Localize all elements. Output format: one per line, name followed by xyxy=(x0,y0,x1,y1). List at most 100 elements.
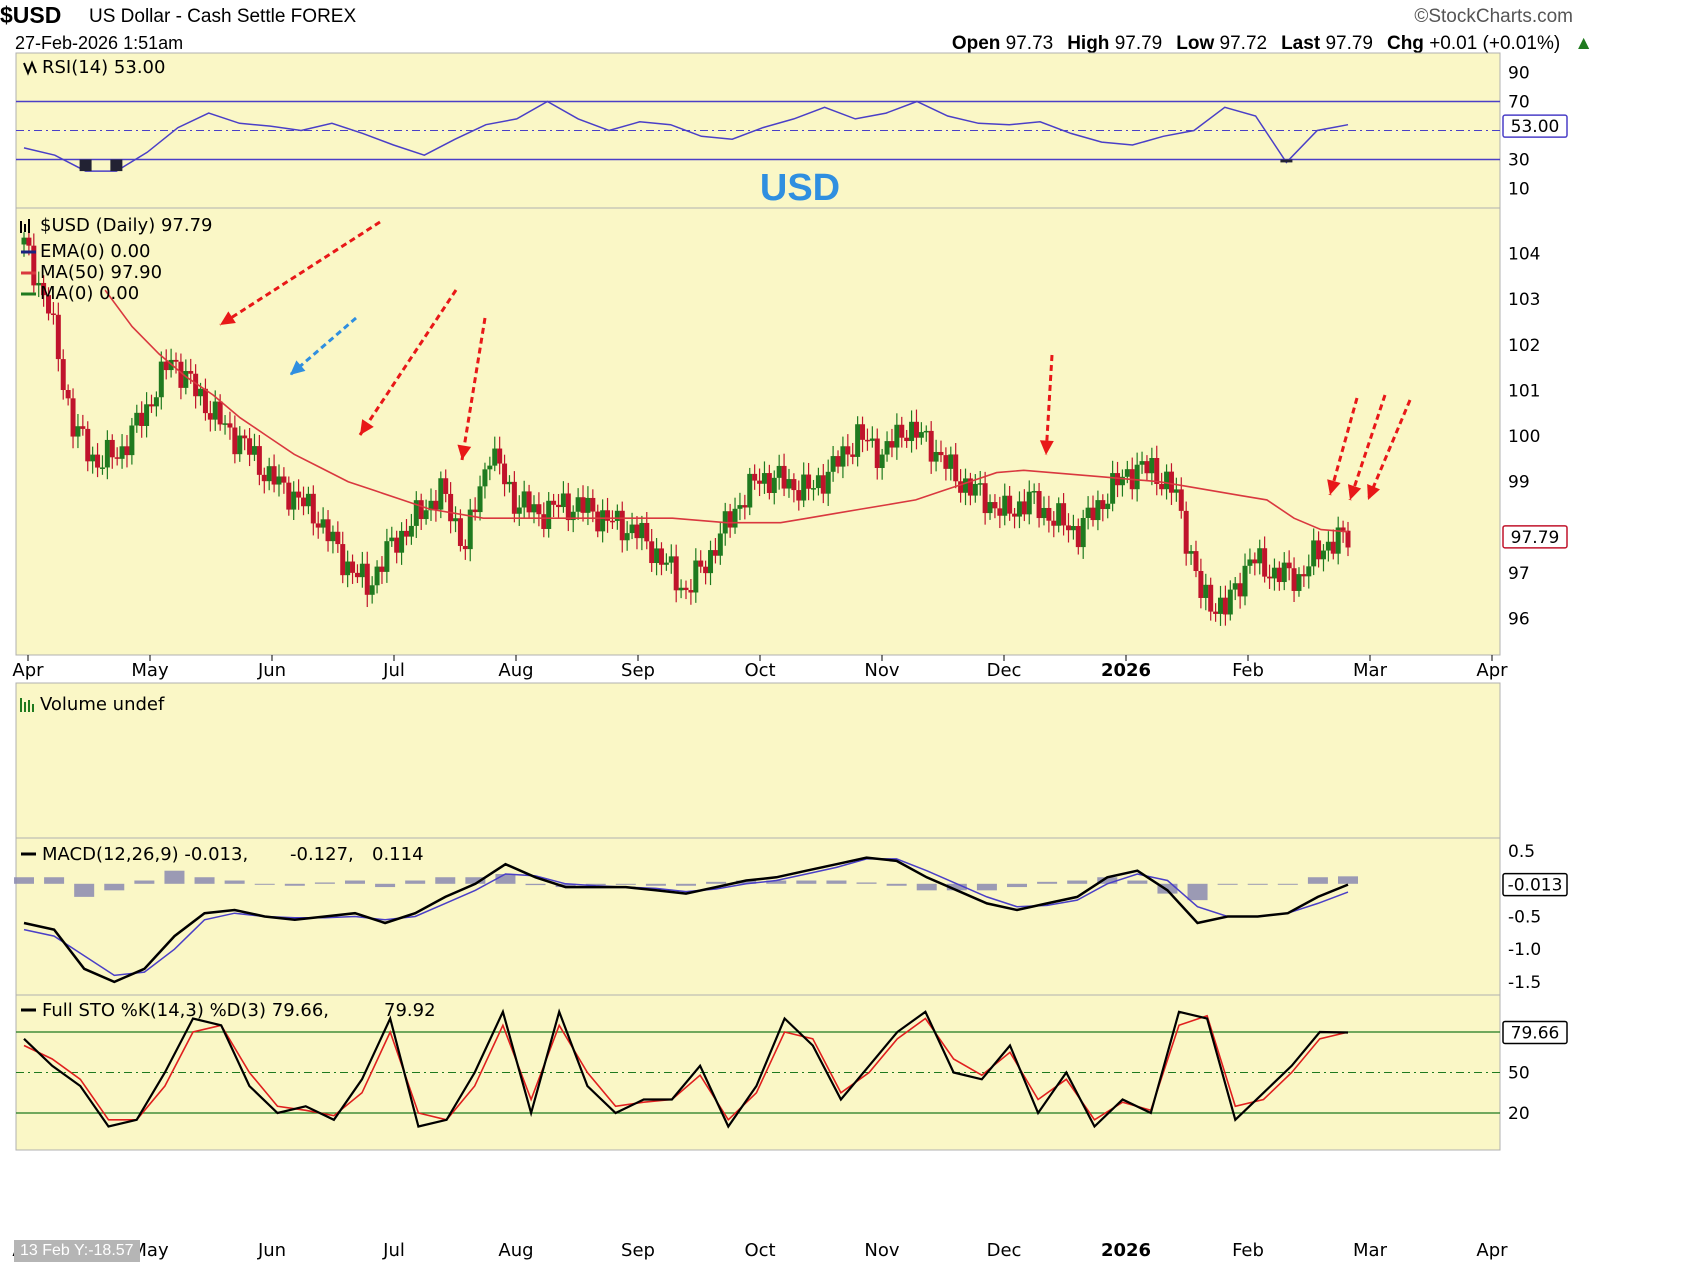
price-candle xyxy=(899,424,905,438)
price-candle xyxy=(1247,559,1253,566)
price-candle xyxy=(963,478,969,493)
price-candle xyxy=(516,507,522,514)
month-label-nov: Nov xyxy=(864,660,899,681)
price-candle xyxy=(1267,576,1273,579)
price-value-tag: 97.79 xyxy=(1502,525,1568,549)
price-candle xyxy=(497,448,503,464)
price-candle xyxy=(1173,489,1179,493)
price-candle xyxy=(418,500,424,520)
macd-histogram-bar xyxy=(1157,883,1178,894)
price-candle xyxy=(624,533,630,541)
price-candle xyxy=(521,491,527,508)
ohlc-summary: Open 97.73 High 97.79 Low 97.72 Last 97.79 C… xyxy=(952,33,1593,55)
price-candle xyxy=(428,500,434,511)
macd-histogram-bar xyxy=(104,883,125,891)
month-label-aug: Aug xyxy=(498,660,533,681)
price-candle xyxy=(600,510,606,532)
price-candle xyxy=(869,438,875,441)
macd-legend-hist: 0.114 xyxy=(372,844,424,865)
chart-date: 27-Feb-2026 1:51am xyxy=(15,33,184,53)
price-candle xyxy=(310,493,316,524)
macd-histogram-bar xyxy=(465,877,486,884)
price-candle xyxy=(938,451,944,456)
price-tick-label: 103 xyxy=(1508,290,1540,310)
ohlc-value-low: 97.72 xyxy=(1219,33,1268,54)
price-tick-label: 100 xyxy=(1508,427,1540,447)
price-candle xyxy=(541,514,547,529)
price-candle xyxy=(1286,562,1292,569)
price-candle xyxy=(536,504,542,515)
macd-histogram-bar xyxy=(796,880,817,884)
rsi-oversold-fill xyxy=(79,159,92,172)
price-tick-label: 102 xyxy=(1508,336,1540,356)
price-candle xyxy=(737,505,743,509)
price-tick-label: 99 xyxy=(1508,473,1530,493)
price-candle xyxy=(590,497,596,512)
price-candle xyxy=(384,541,390,572)
month-label-bottom-sep: Sep xyxy=(621,1240,655,1261)
price-candle xyxy=(183,371,189,388)
price-candle xyxy=(634,524,640,539)
macd-histogram-bar xyxy=(555,883,576,888)
price-candle xyxy=(50,313,56,315)
price-candle xyxy=(1031,491,1037,493)
price-value-tag-box xyxy=(1502,525,1568,549)
price-candle xyxy=(423,510,429,520)
ohlc-label-chg: Chg xyxy=(1386,33,1430,54)
price-candle xyxy=(830,456,836,472)
price-candle xyxy=(296,491,302,498)
price-candle xyxy=(1188,551,1194,554)
price-tick-label: 101 xyxy=(1508,381,1540,401)
price-candle xyxy=(1168,471,1174,493)
macd-histogram-bar xyxy=(826,880,847,884)
price-candle xyxy=(654,548,660,564)
price-candle xyxy=(825,471,831,494)
month-label-bottom-dec: Dec xyxy=(987,1240,1022,1261)
price-candle xyxy=(860,424,866,440)
month-label-feb: Feb xyxy=(1232,660,1264,681)
price-candle xyxy=(124,446,130,456)
price-candle xyxy=(1056,503,1062,526)
price-candle xyxy=(820,475,826,494)
price-candle xyxy=(46,295,52,314)
price-candle xyxy=(796,490,802,501)
month-label-bottom-oct: Oct xyxy=(744,1240,775,1261)
price-candle xyxy=(1154,458,1160,484)
annotation-arrowhead xyxy=(457,444,472,460)
price-candle xyxy=(261,474,267,482)
price-candle xyxy=(109,439,115,458)
macd-value-tag: -0.013 xyxy=(1502,872,1568,897)
price-candle xyxy=(1080,517,1086,548)
price-candle xyxy=(712,550,718,556)
macd-histogram-bar xyxy=(585,883,606,886)
price-candle xyxy=(1100,500,1106,510)
price-candle xyxy=(1110,473,1116,504)
macd-histogram-bar xyxy=(164,870,185,884)
month-label-dec: Dec xyxy=(987,660,1022,681)
price-candle xyxy=(1237,583,1243,597)
macd-histogram-bar xyxy=(615,883,636,885)
price-candle xyxy=(845,446,851,455)
price-candle xyxy=(727,511,733,528)
price-candle xyxy=(678,587,684,591)
watermark-usd: USD xyxy=(760,167,840,209)
macd-histogram-bar xyxy=(1007,883,1027,888)
macd-histogram-bar xyxy=(976,883,997,891)
price-candle xyxy=(1119,476,1125,486)
price-value-tag-text: 97.79 xyxy=(1511,528,1560,548)
price-candle xyxy=(943,455,949,469)
price-candle xyxy=(708,550,714,574)
price-candle xyxy=(526,491,532,513)
price-legend-item: MA(50) 97.90 xyxy=(40,262,162,283)
price-candle xyxy=(752,473,758,481)
macd-histogram-bar xyxy=(194,877,215,884)
price-candle xyxy=(286,482,292,510)
price-candle xyxy=(1164,471,1170,490)
price-candle xyxy=(889,441,895,448)
ohlc-label-high: High xyxy=(1067,33,1115,54)
macd-histogram-bar xyxy=(886,883,907,886)
price-tick-label: 104 xyxy=(1508,245,1540,265)
price-candle xyxy=(580,497,586,513)
price-candle xyxy=(80,426,86,429)
